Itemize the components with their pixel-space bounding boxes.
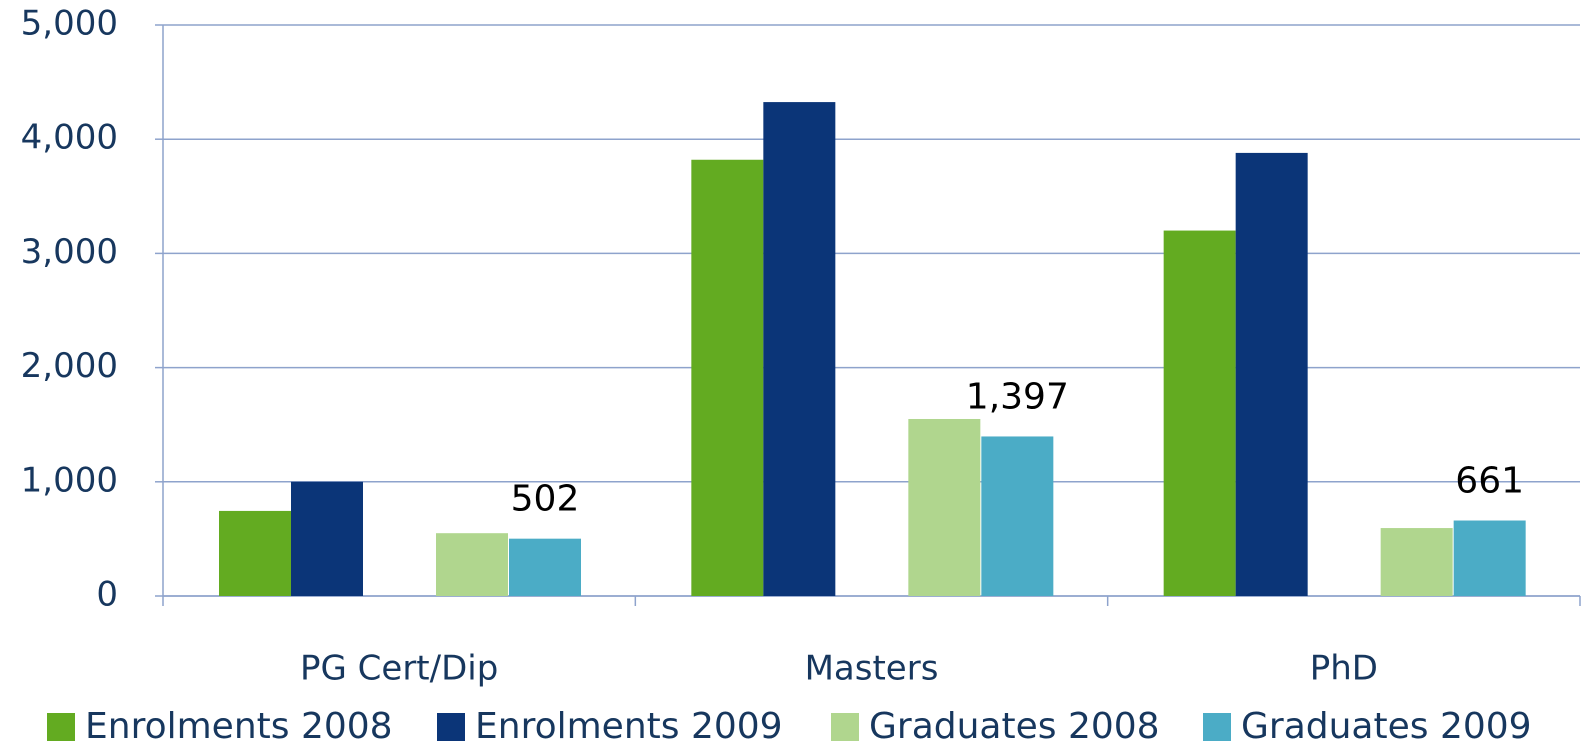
x-tick-label: PG Cert/Dip (300, 649, 498, 689)
legend-swatch (1203, 713, 1231, 741)
data-label: 502 (511, 479, 580, 520)
legend-swatch (437, 713, 465, 741)
bar (219, 510, 291, 596)
y-tick-label: 3,000 (21, 232, 118, 272)
bar (1453, 520, 1526, 596)
bar (763, 102, 836, 597)
x-tick-label: PhD (1310, 649, 1378, 689)
bar (981, 436, 1054, 596)
bar (1163, 230, 1236, 596)
bar (1235, 152, 1308, 597)
bar (691, 159, 764, 597)
bar (509, 538, 581, 596)
data-label: 661 (1455, 461, 1524, 502)
legend-label: Enrolments 2009 (475, 706, 783, 747)
bar (436, 533, 508, 596)
y-tick-label: 4,000 (21, 118, 118, 158)
legend-label: Graduates 2009 (1241, 706, 1532, 747)
bar (908, 418, 981, 596)
y-tick-label: 1,000 (21, 460, 118, 500)
legend-swatch (831, 713, 859, 741)
legend-label: Graduates 2008 (869, 706, 1160, 747)
y-tick-label: 2,000 (21, 346, 118, 386)
y-tick-label: 0 (96, 575, 118, 615)
x-tick-label: Masters (805, 649, 939, 689)
legend-label: Enrolments 2008 (85, 706, 393, 747)
y-tick-label: 5,000 (21, 4, 118, 44)
bar (291, 481, 363, 596)
data-label: 1,397 (966, 376, 1069, 417)
bar (1380, 528, 1453, 596)
legend-swatch (47, 713, 75, 741)
